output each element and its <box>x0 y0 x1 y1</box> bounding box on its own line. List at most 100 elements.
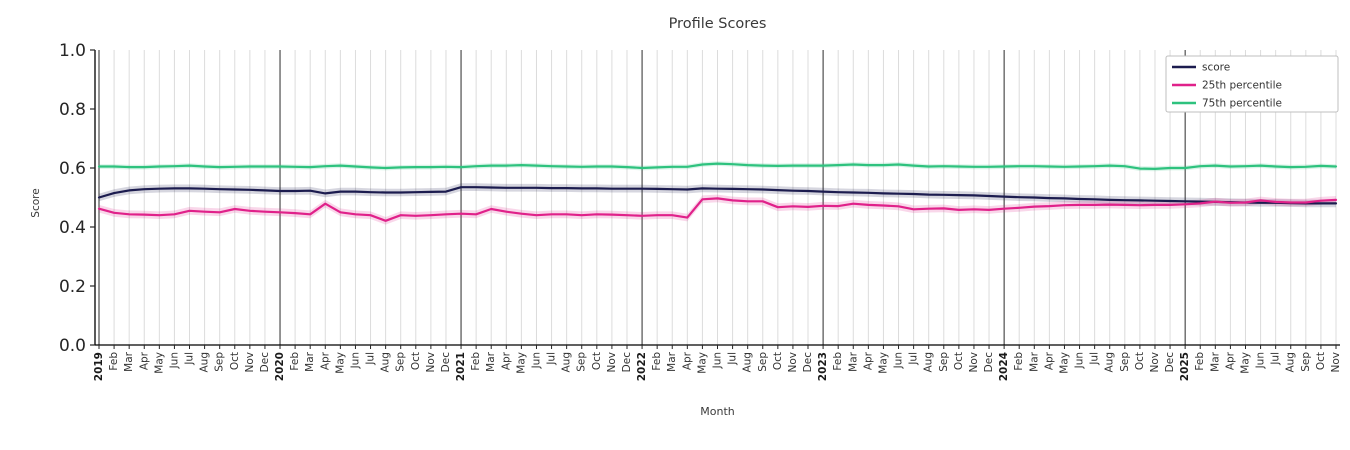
series-lines <box>97 162 1338 222</box>
25th-percentile-line <box>97 197 1338 222</box>
svg-text:Sep: Sep <box>757 352 769 372</box>
svg-text:Oct: Oct <box>410 352 422 370</box>
svg-text:Apr: Apr <box>138 351 150 370</box>
svg-text:Oct: Oct <box>229 352 241 370</box>
svg-text:May: May <box>515 352 527 374</box>
svg-text:Feb: Feb <box>289 352 301 371</box>
svg-text:Nov: Nov <box>606 352 618 373</box>
svg-text:Mar: Mar <box>123 351 135 371</box>
svg-text:Dec: Dec <box>259 352 271 373</box>
legend-label-25th-percentile: 25th percentile <box>1202 80 1282 92</box>
svg-text:2024: 2024 <box>998 352 1010 381</box>
svg-text:Sep: Sep <box>214 352 226 372</box>
svg-text:Nov: Nov <box>787 352 799 373</box>
75th-percentile-band <box>99 161 1336 172</box>
svg-text:Apr: Apr <box>500 351 512 370</box>
svg-text:May: May <box>1058 352 1070 374</box>
svg-text:Aug: Aug <box>380 352 392 373</box>
svg-text:0.4: 0.4 <box>59 218 86 238</box>
75th-percentile-line <box>97 162 1338 170</box>
svg-text:Aug: Aug <box>1285 352 1297 373</box>
score-line <box>97 186 1338 205</box>
svg-text:1.0: 1.0 <box>59 41 86 61</box>
svg-text:0.2: 0.2 <box>59 277 86 297</box>
svg-text:Aug: Aug <box>1104 352 1116 373</box>
svg-text:Oct: Oct <box>772 352 784 370</box>
svg-text:May: May <box>153 352 165 374</box>
svg-text:Mar: Mar <box>304 351 316 371</box>
svg-text:2019: 2019 <box>93 352 105 381</box>
svg-text:Jul: Jul <box>727 352 739 366</box>
svg-text:Mar: Mar <box>1209 351 1221 371</box>
svg-text:Sep: Sep <box>1119 352 1131 372</box>
svg-text:Mar: Mar <box>847 351 859 371</box>
svg-text:Jul: Jul <box>365 352 377 366</box>
chart-title: Profile Scores <box>668 16 767 32</box>
svg-text:Aug: Aug <box>923 352 935 373</box>
svg-text:Aug: Aug <box>561 352 573 373</box>
svg-text:May: May <box>334 352 346 374</box>
svg-text:May: May <box>877 352 889 374</box>
svg-text:0.8: 0.8 <box>59 100 86 120</box>
svg-text:Feb: Feb <box>832 352 844 371</box>
svg-text:Apr: Apr <box>1043 351 1055 370</box>
svg-text:Dec: Dec <box>621 352 633 373</box>
svg-text:Mar: Mar <box>1028 351 1040 371</box>
svg-text:2022: 2022 <box>636 352 648 381</box>
svg-text:Feb: Feb <box>470 352 482 371</box>
x-axis-ticks: 2019 Feb Mar Apr May Jun Jul Aug Sep Oct Nov Dec 202… <box>93 345 1342 381</box>
svg-text:Aug: Aug <box>742 352 754 373</box>
svg-text:Apr: Apr <box>681 351 693 370</box>
svg-text:Dec: Dec <box>983 352 995 373</box>
svg-text:Sep: Sep <box>938 352 950 372</box>
svg-text:Feb: Feb <box>1013 352 1025 371</box>
svg-text:2025: 2025 <box>1179 352 1191 381</box>
svg-text:Dec: Dec <box>440 352 452 373</box>
svg-text:Jul: Jul <box>908 352 920 366</box>
svg-text:May: May <box>1239 352 1251 374</box>
svg-text:Nov: Nov <box>1330 352 1342 373</box>
legend-label-score: score <box>1202 62 1230 74</box>
svg-text:Jul: Jul <box>1270 352 1282 366</box>
x-axis-label: Month <box>700 405 735 418</box>
svg-text:Aug: Aug <box>199 352 211 373</box>
svg-text:Apr: Apr <box>862 351 874 370</box>
svg-text:Oct: Oct <box>953 352 965 370</box>
svg-text:Mar: Mar <box>666 351 678 371</box>
25th-percentile-band <box>99 194 1336 225</box>
svg-text:Sep: Sep <box>1300 352 1312 372</box>
svg-text:2020: 2020 <box>274 352 286 381</box>
svg-text:Jun: Jun <box>349 352 361 369</box>
svg-text:Oct: Oct <box>591 352 603 370</box>
score-band <box>99 183 1336 208</box>
svg-text:Jul: Jul <box>546 352 558 366</box>
svg-text:0.0: 0.0 <box>59 336 86 356</box>
svg-text:0.6: 0.6 <box>59 159 86 179</box>
svg-text:Jun: Jun <box>1255 352 1267 369</box>
svg-text:Nov: Nov <box>1149 352 1161 373</box>
svg-text:Nov: Nov <box>425 352 437 373</box>
svg-text:Dec: Dec <box>802 352 814 373</box>
svg-text:Apr: Apr <box>319 351 331 370</box>
svg-text:Mar: Mar <box>485 351 497 371</box>
svg-text:Jun: Jun <box>712 352 724 369</box>
svg-text:Sep: Sep <box>576 352 588 372</box>
legend-label-75th-percentile: 75th percentile <box>1202 98 1282 110</box>
svg-text:Feb: Feb <box>651 352 663 371</box>
svg-text:Feb: Feb <box>108 352 120 371</box>
svg-text:May: May <box>696 352 708 374</box>
svg-text:Jun: Jun <box>893 352 905 369</box>
svg-text:Nov: Nov <box>244 352 256 373</box>
svg-text:2021: 2021 <box>455 352 467 381</box>
svg-text:Dec: Dec <box>1164 352 1176 373</box>
svg-text:Nov: Nov <box>968 352 980 373</box>
y-axis-ticks: 0.0 0.2 0.4 0.6 0.8 1.0 <box>59 41 95 356</box>
svg-text:Jul: Jul <box>1089 352 1101 366</box>
svg-text:Apr: Apr <box>1224 351 1236 370</box>
svg-text:Oct: Oct <box>1315 352 1327 370</box>
svg-text:Jul: Jul <box>184 352 196 366</box>
svg-text:Oct: Oct <box>1134 352 1146 370</box>
svg-text:Jun: Jun <box>530 352 542 369</box>
